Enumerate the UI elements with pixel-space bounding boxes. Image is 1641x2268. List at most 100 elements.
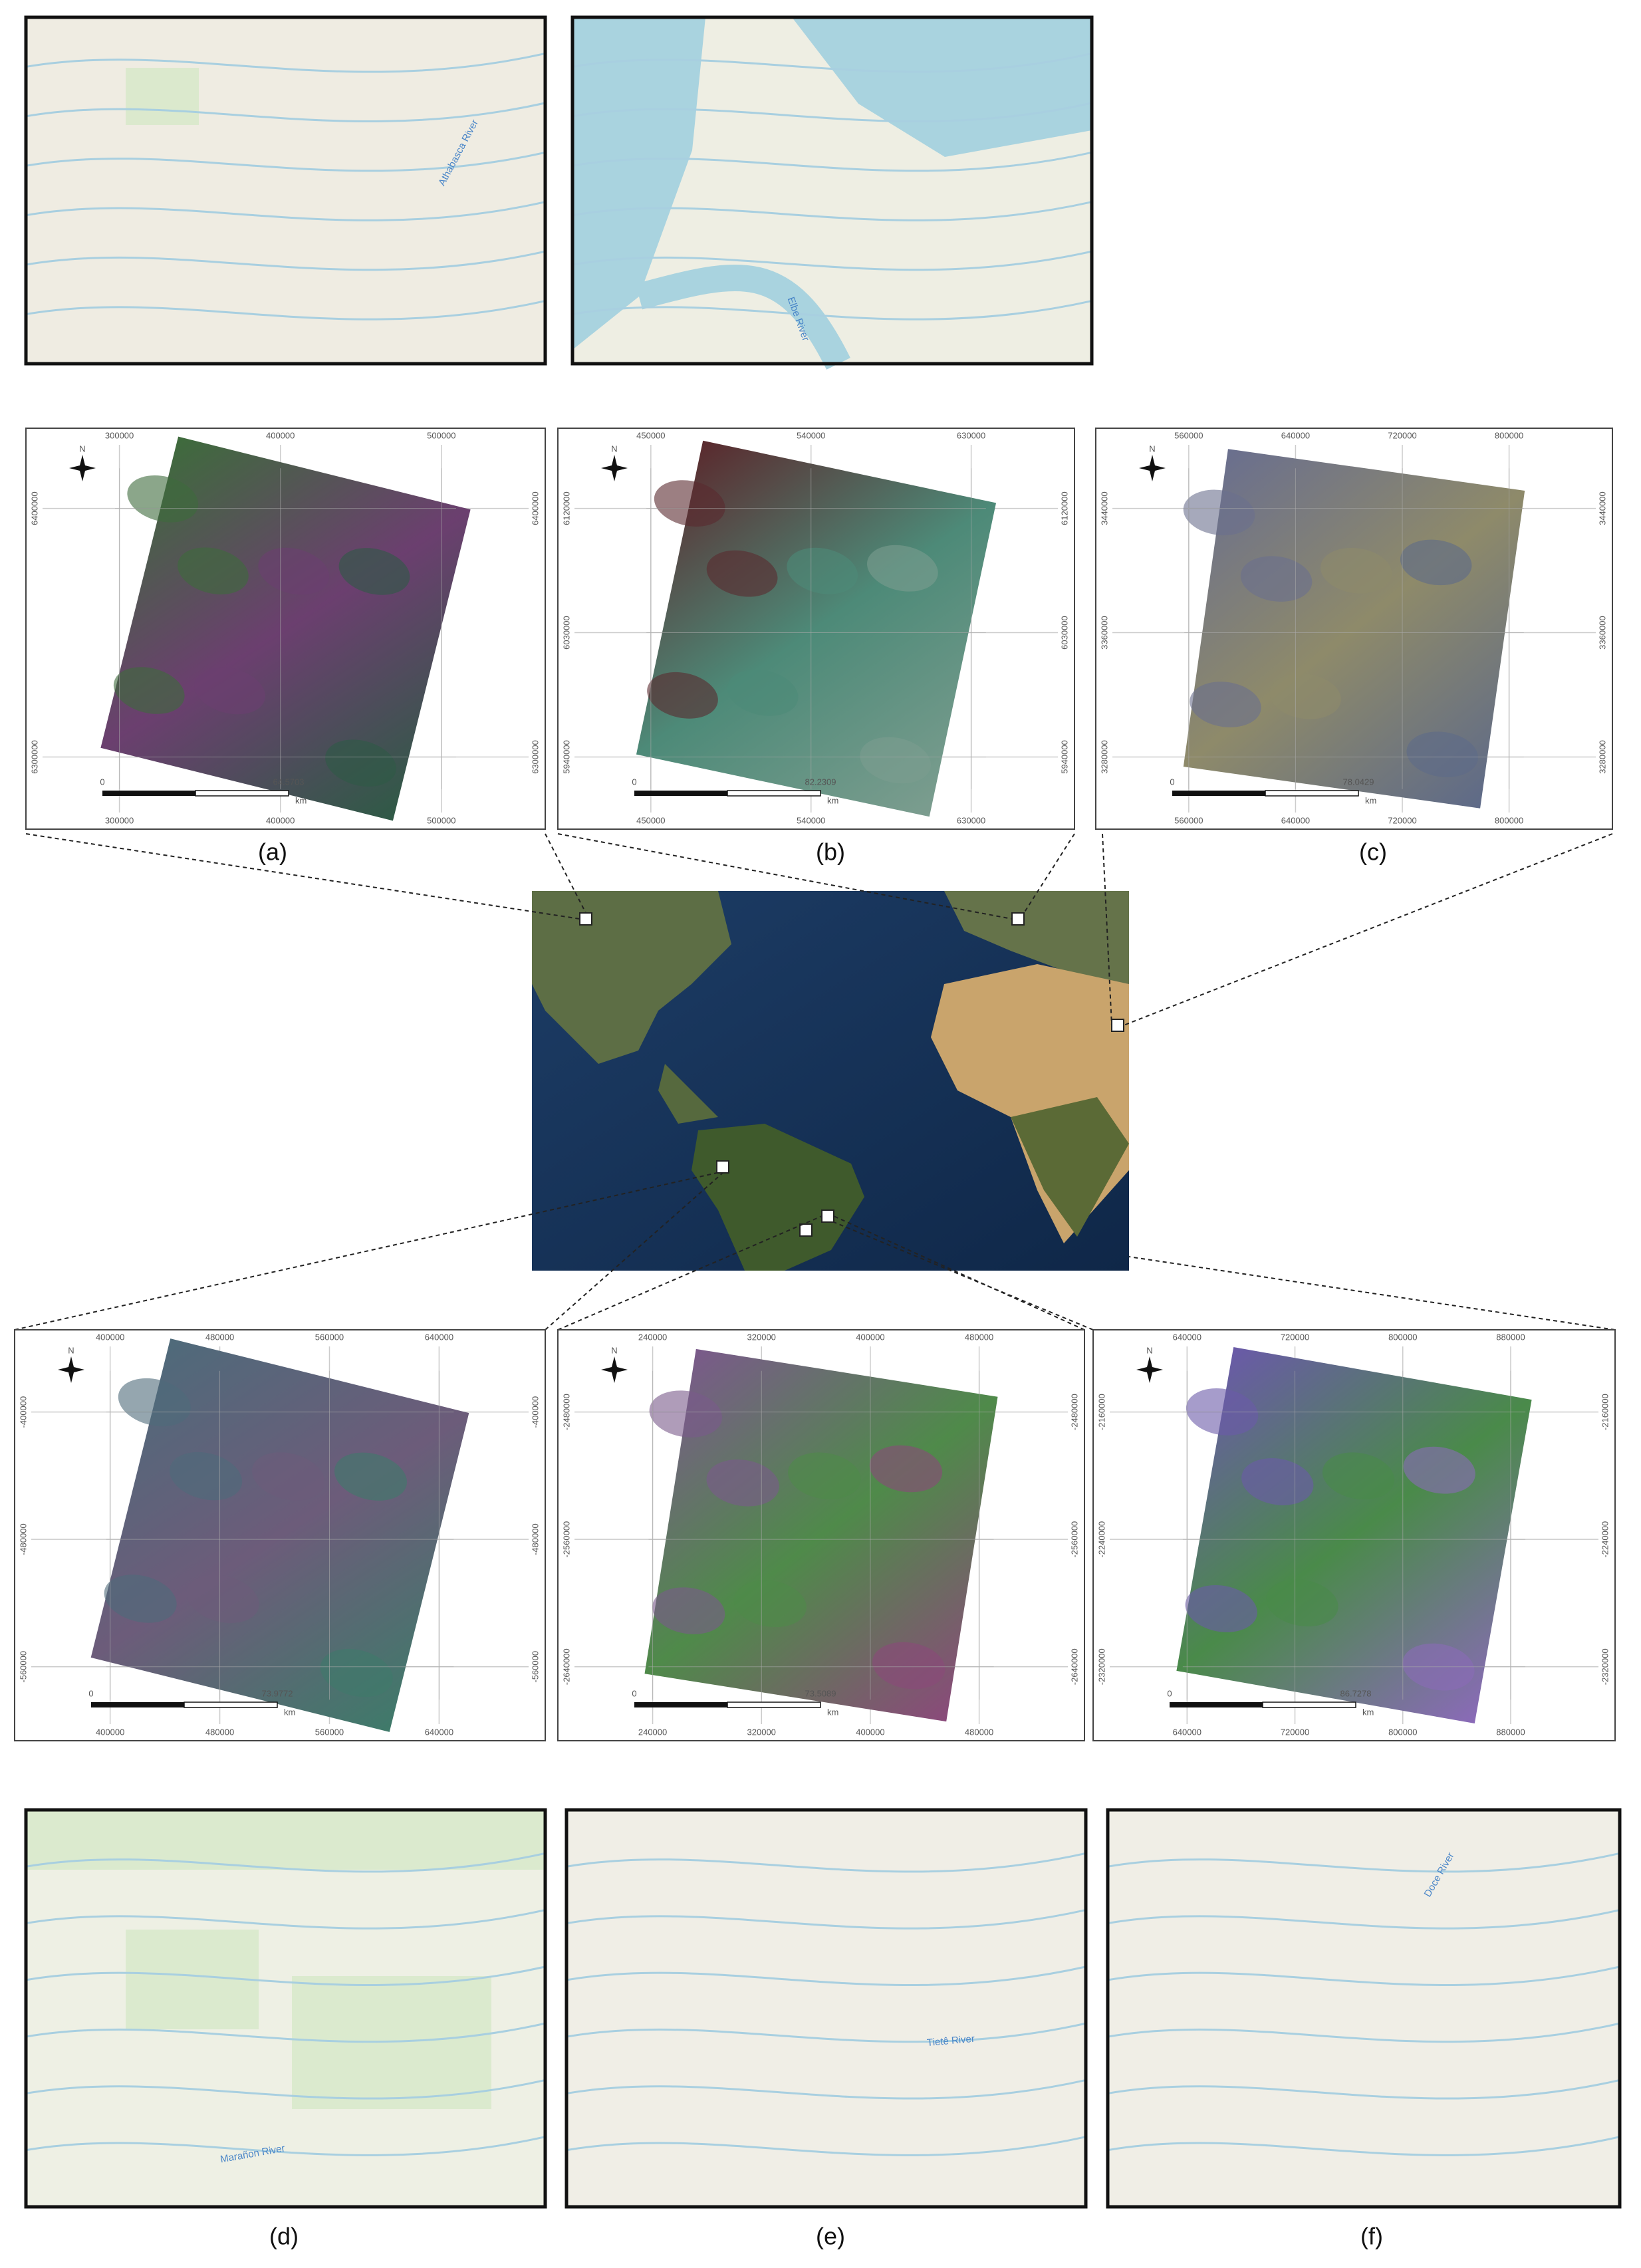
north-arrow [1136,1356,1163,1383]
map-background [567,1810,1086,2207]
image-texture [258,547,330,595]
stream [25,2136,546,2156]
image-texture [706,1459,779,1507]
x-tick-label: 450000 [636,430,665,440]
scale-unit: km [827,795,838,805]
world-map [532,891,1129,1271]
y-tick-label: 6300000 [29,740,39,774]
image-texture [1241,1458,1314,1505]
y-tick-label: 3440000 [1099,491,1109,525]
image-texture [1190,682,1261,727]
scale-start: 0 [1167,1688,1172,1698]
image-texture [170,1451,243,1501]
scale-bar [195,790,289,797]
panel-caption: (f) [1360,2223,1383,2250]
image-texture [1183,489,1255,536]
reference-map: Athabasca River [24,15,547,366]
site-marker [1011,912,1025,926]
y-tick-label: 3440000 [1597,491,1607,525]
image-texture [127,475,199,523]
north-label: N [79,443,85,453]
panel-frame [25,428,546,830]
y-tick-label: -480000 [530,1523,540,1555]
scale-start: 0 [632,777,636,787]
site-marker [1111,1019,1124,1032]
north-arrow [58,1356,84,1383]
connector [557,833,1013,920]
x-tick-label: 640000 [1173,1727,1201,1737]
x-tick-label: 400000 [856,1727,884,1737]
scale-unit: km [1362,1707,1374,1717]
north-label: N [1146,1345,1152,1355]
image-texture [1400,539,1472,586]
y-tick-label: -400000 [18,1396,28,1428]
satellite-panel: 640000 640000 720000 720000 800000 800000 8800… [1092,1329,1616,1741]
x-tick-label: 630000 [957,815,985,825]
connector [25,833,580,920]
y-tick-label: -2240000 [1600,1521,1610,1558]
connector [833,1221,1094,1330]
stream [1107,2022,1620,2043]
image-footprint [644,1348,998,1722]
stream [1107,2136,1620,2156]
x-tick-label: 630000 [957,430,985,440]
stream [572,250,1092,271]
image-footprint [636,440,997,817]
stream [1107,2079,1620,2100]
x-tick-label: 640000 [425,1727,453,1737]
image-footprint [100,436,471,821]
stream [566,2136,1086,2156]
sea [792,17,1092,157]
stream [566,1965,1086,1986]
scale-max: 86.7278 [1340,1688,1372,1698]
y-tick-label: -2560000 [561,1521,571,1558]
scale-max: 78.0429 [1343,777,1374,787]
vegetation-area [26,1810,545,1870]
stream [25,250,546,271]
scale-bar [727,790,821,797]
satellite-panel: 400000 400000 480000 480000 560000 560000 6400… [14,1329,546,1741]
panel-frame [557,428,1075,830]
scale-max: 64.5703 [273,777,305,787]
scale-max: 82.2309 [805,777,836,787]
x-tick-label: 480000 [205,1332,234,1342]
north-arrow [601,455,628,481]
x-tick-label: 720000 [1281,1332,1309,1342]
y-tick-label: -2480000 [1069,1394,1079,1430]
y-tick-label: 6030000 [1059,616,1069,650]
y-tick-label: 6400000 [530,491,540,525]
site-marker [799,1223,813,1237]
scale-bar [102,791,195,796]
connector [1128,1256,1616,1330]
stream [572,102,1092,122]
image-texture [787,547,858,594]
x-tick-label: 560000 [1174,815,1203,825]
map-background [1108,1810,1620,2207]
stream [1107,1852,1620,1873]
vegetation-area [292,1976,491,2109]
y-tick-label: -480000 [18,1523,28,1555]
x-tick-label: 880000 [1496,1727,1525,1737]
estuary [635,264,850,370]
stream [25,300,546,320]
scale-bar [634,1702,727,1707]
map-frame [565,1808,1088,2209]
x-tick-label: 640000 [1281,815,1310,825]
y-tick-label: -2160000 [1096,1394,1106,1430]
central-africa [1011,1097,1129,1237]
x-tick-label: 560000 [315,1332,344,1342]
x-tick-label: 640000 [425,1332,453,1342]
map-frame [24,15,547,366]
stream [25,201,546,221]
y-tick-label: 6120000 [561,491,571,525]
stream [566,1909,1086,1930]
x-tick-label: 720000 [1388,815,1416,825]
x-tick-label: 500000 [427,430,455,440]
x-tick-label: 640000 [1173,1332,1201,1342]
image-texture [1320,547,1392,594]
reference-map: Tietê River [565,1808,1088,2209]
north-arrow [1139,455,1166,481]
satellite-image [100,436,471,821]
panel-frame [1095,428,1613,830]
